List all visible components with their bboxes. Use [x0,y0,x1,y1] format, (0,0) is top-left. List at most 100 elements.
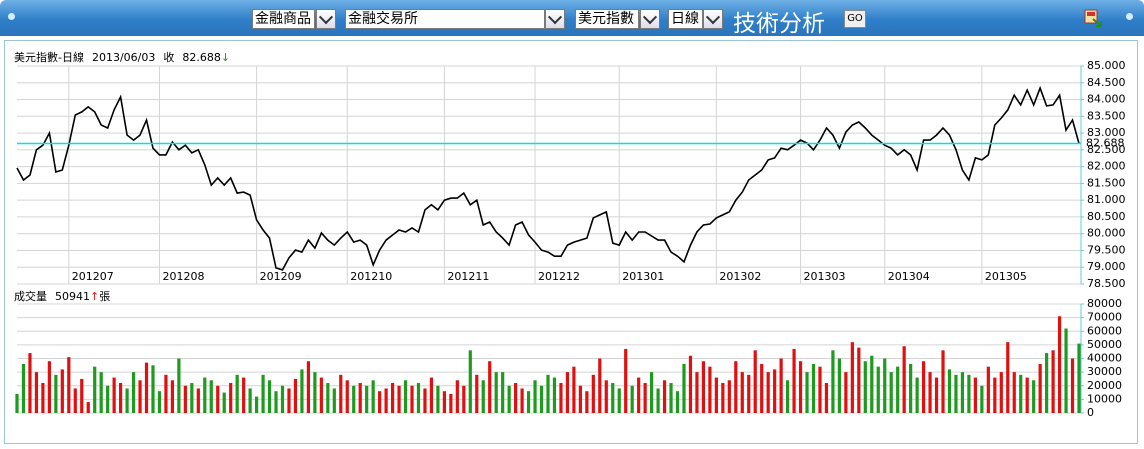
toolbar: 金融商品 金融交易所 美元指數 日線 技術分析 GO [0,0,1144,37]
volume-bar [41,383,45,413]
volume-bar [591,374,595,413]
y-tick-label: 80.500 [1087,210,1126,223]
volume-bar [390,383,395,413]
y-tick-label: 60000 [1087,324,1122,337]
x-tick-label: 201305 [985,270,1027,283]
volume-bar [773,369,777,413]
volume-bar [598,358,602,413]
y-tick-label: 85.000 [1087,59,1126,72]
volume-bar [384,388,388,413]
volume-bar [501,372,505,413]
dropdown-arrow[interactable] [703,9,723,29]
dropdown-arrow[interactable] [545,9,565,29]
volume-bar [54,374,58,413]
volume-bar [403,380,408,413]
volume-bar [216,385,220,413]
price-title: 美元指數-日線 2013/06/03 收 82.688↓ [14,50,230,64]
volume-bar [157,391,162,413]
volume-bar [378,391,382,413]
volume-bar [1064,328,1068,413]
volume-bar [170,380,175,413]
volume-bar [863,361,867,413]
volume-bar [177,358,181,413]
volume-bar [371,380,375,413]
go-button[interactable]: GO [844,10,866,28]
y-tick-label: 80.000 [1087,227,1126,240]
volume-bar [1051,350,1055,413]
volume-bar [837,358,842,413]
volume-bar [941,350,945,413]
volume-bar [870,355,874,413]
volume-bar [714,377,718,413]
volume-bar [740,372,744,413]
volume-bar [293,378,298,413]
volume-bar [980,385,984,413]
volume-bar [578,385,582,413]
volume-bar [766,372,770,413]
volume-bar [21,363,26,413]
close-axis-label: 82.688 [1086,137,1125,150]
volume-bar [131,372,136,413]
product-select[interactable]: 金融商品 [252,9,315,29]
volume-bar [779,358,783,413]
volume-bar [455,380,459,413]
volume-bar [656,388,660,413]
y-tick-label: 84.000 [1087,93,1126,106]
volume-bar [662,380,667,413]
volume-bar [611,383,615,413]
volume-bar [332,388,336,413]
volume-bar [753,350,757,413]
volume-bar [993,377,997,413]
x-tick-label: 201304 [888,270,930,283]
x-tick-label: 201209 [260,270,302,283]
volume-bar [481,380,485,413]
volume-bar [947,369,952,413]
y-tick-label: 79.000 [1087,260,1126,273]
volume-bar [1038,363,1042,413]
volume-bar [844,372,848,413]
volume-bar [637,377,641,413]
symbol-select[interactable]: 美元指數 [575,9,639,29]
chart-panel [4,40,1138,444]
y-tick-label: 84.500 [1087,76,1126,89]
volume-bar [67,357,71,413]
volume-bar [60,369,64,413]
volume-bar [416,383,421,413]
volume-bar [572,366,576,413]
volume-bar [889,372,893,413]
y-tick-label: 82.000 [1087,160,1126,173]
volume-bar [559,383,563,413]
volume-bar [352,385,356,413]
volume-bar [1019,374,1023,413]
volume-bar [164,374,168,413]
volume-last: 50941 [55,290,90,303]
volume-bar [682,363,686,413]
volume-bar [1025,377,1029,413]
dropdown-arrow[interactable] [640,9,660,29]
volume-bar [973,377,977,413]
y-tick-label: 10000 [1087,392,1122,405]
volume-bar [1032,380,1036,413]
volume-bar [999,372,1003,413]
volume-bar [112,377,116,413]
volume-bar [1045,353,1049,413]
volume-bar [229,383,233,413]
y-tick-label: 78.500 [1087,277,1126,290]
volume-bar [798,361,803,413]
volume-bar [928,372,932,413]
volume-bar [695,372,699,413]
volume-bar [254,396,259,413]
volume-bar [287,388,291,413]
dropdown-arrow[interactable] [316,9,336,29]
volume-title: 成交量 50941↑張 [14,289,110,303]
x-tick-label: 201211 [447,270,489,283]
volume-bar [701,361,706,413]
volume-bar [274,391,278,413]
y-tick-label: 0 [1087,406,1094,419]
volume-bar [300,369,304,413]
export-icon[interactable] [1084,9,1102,27]
volume-bar [488,361,492,413]
volume-bar [436,385,440,413]
volume-bar [824,383,829,413]
